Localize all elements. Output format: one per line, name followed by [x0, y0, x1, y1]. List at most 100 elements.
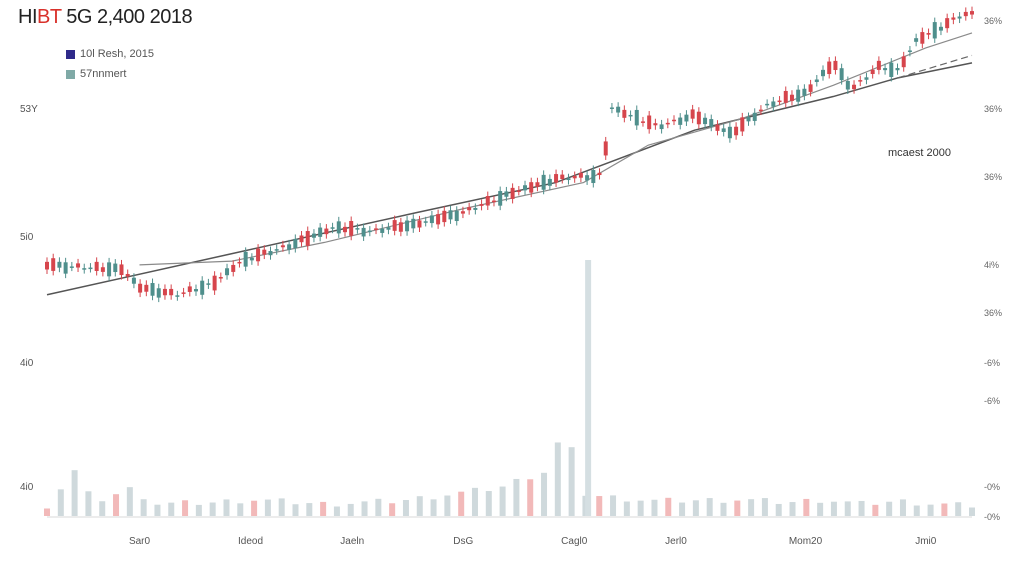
volume-bar [761, 498, 768, 516]
candle-body [324, 228, 329, 235]
candle-body [131, 277, 136, 284]
candle-body [647, 115, 652, 130]
volume-bar [182, 500, 189, 516]
candle-body [765, 103, 770, 106]
volume-bar [471, 487, 478, 516]
legend: 10l Resh, 2015 57nnmert [66, 44, 154, 84]
candle-body [262, 249, 267, 255]
volume-bar [527, 479, 534, 516]
volume-bar [278, 498, 285, 516]
right-axis-label: 36% [984, 16, 1002, 26]
candle-body [45, 261, 49, 270]
volume-bar [375, 498, 382, 516]
right-axis-label: -0% [984, 512, 1000, 522]
candle-body [777, 100, 782, 103]
candle-body [417, 220, 422, 228]
candle-body [485, 196, 490, 206]
volume-bar [830, 501, 837, 516]
candle-body [622, 109, 627, 118]
volume-bar [554, 442, 561, 516]
candle-body [82, 268, 87, 270]
candle-body [218, 277, 223, 279]
candle-body [69, 266, 74, 268]
candle-body [796, 89, 801, 102]
candle-body [473, 207, 478, 210]
candle-body [51, 258, 56, 271]
right-axis-label: -6% [984, 396, 1000, 406]
x-tick-label: Cagl0 [561, 536, 588, 547]
volume-bar [899, 499, 906, 516]
candle-body [523, 185, 528, 191]
candle-body [578, 172, 583, 178]
candle-body [280, 245, 285, 248]
candle-body [355, 228, 360, 230]
volume-bar [333, 506, 340, 516]
candle-body [256, 248, 261, 262]
candle-body [498, 191, 503, 206]
volume-bar [969, 507, 975, 516]
candle-body [181, 292, 186, 294]
candle-body [94, 261, 99, 271]
candle-body [423, 221, 428, 223]
candle-body [237, 261, 242, 264]
candle-body [715, 124, 720, 131]
candle-body [305, 231, 310, 246]
right-axis-label: -6% [984, 358, 1000, 368]
candle-body [920, 32, 925, 44]
volume-bar [692, 500, 699, 516]
candle-body [299, 235, 304, 243]
candle-body [88, 267, 93, 270]
candle-body [938, 26, 943, 31]
candle-body [206, 283, 211, 285]
candle-body [535, 182, 540, 187]
left-axis-label: 53Y [20, 104, 38, 115]
x-tick-label: Mom20 [789, 536, 823, 547]
x-tick-label: Ideod [238, 536, 263, 547]
volume-bar [872, 504, 879, 516]
candle-body [138, 283, 143, 293]
candle-body [957, 16, 962, 19]
candle-body [845, 80, 850, 90]
candle-body [547, 178, 552, 186]
candle-body [703, 117, 708, 125]
volume-bar [113, 494, 120, 516]
candle-body [150, 283, 155, 296]
candle-body [864, 77, 869, 80]
volume-bar [858, 500, 865, 516]
candle-body [113, 263, 118, 273]
right-axis-label: 36% [984, 172, 1002, 182]
volume-bar [209, 502, 216, 516]
volume-bar [623, 501, 630, 516]
candle-body [454, 210, 459, 222]
legend-swatch [66, 69, 75, 79]
volume-bar [237, 503, 244, 516]
volume-bar [955, 502, 962, 516]
volume-bar [444, 495, 451, 516]
candle-body [361, 227, 366, 237]
right-axis-label: 36% [984, 308, 1002, 318]
left-axis-label: 4i0 [20, 358, 34, 369]
candle-body [727, 126, 732, 139]
candle-body [839, 68, 844, 81]
candle-body [249, 257, 254, 261]
candle-body [932, 22, 937, 39]
volume-bar [85, 491, 92, 516]
candle-body [560, 174, 565, 180]
candle-body [628, 114, 633, 117]
candle-body [690, 109, 695, 119]
volume-bar [264, 499, 271, 516]
volume-bar [168, 502, 175, 516]
volume-bar [154, 504, 161, 516]
volume-bar [927, 504, 934, 516]
candle-body [901, 56, 906, 68]
candle-body [870, 69, 875, 75]
candle-body [212, 275, 217, 291]
candle-body [740, 117, 745, 132]
volume-bar [292, 504, 299, 516]
candle-body [914, 38, 919, 42]
candle-body [460, 211, 465, 214]
candle-body [640, 121, 645, 123]
volume-bar [499, 486, 506, 516]
chart-title-highlight: BT [37, 6, 62, 28]
candle-body [200, 280, 205, 295]
